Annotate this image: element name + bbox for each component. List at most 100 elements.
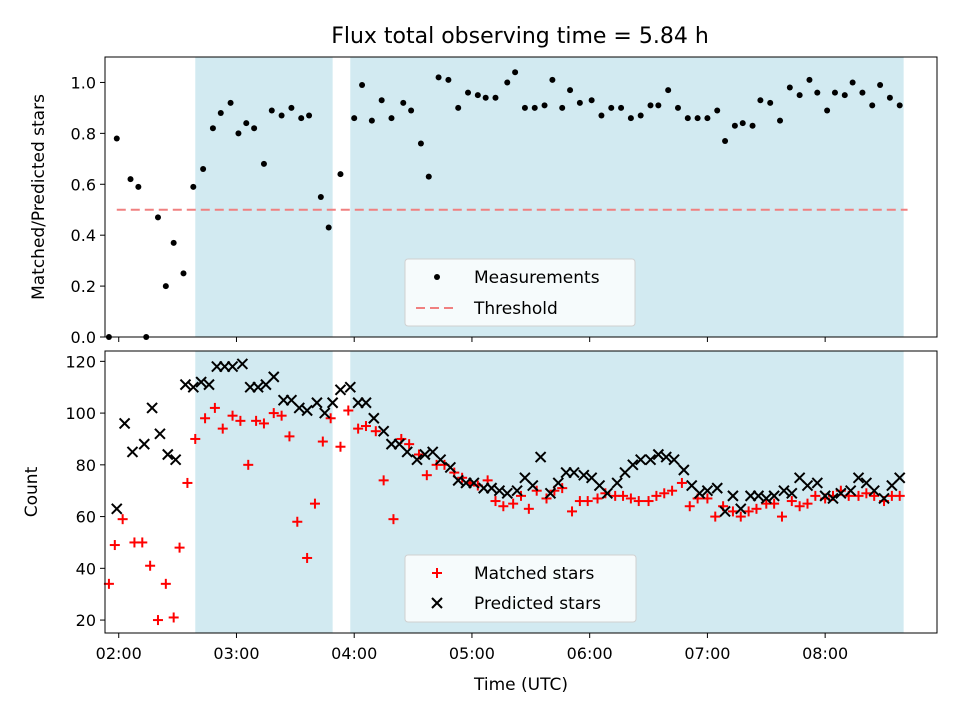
cross-stroke — [419, 448, 431, 461]
predicted-star-point — [452, 474, 464, 487]
predicted-star-point — [652, 448, 665, 461]
predicted-star-point — [444, 461, 457, 474]
predicted-star-point — [126, 446, 139, 458]
predicted-star-point — [468, 477, 480, 489]
observing-band — [195, 351, 333, 633]
cross-stroke — [552, 477, 564, 489]
cross-stroke — [501, 487, 513, 500]
cross-stroke — [154, 428, 166, 440]
predicted-star-point — [634, 453, 647, 466]
matched-star-point — [592, 493, 603, 504]
matched-star-point — [302, 552, 313, 563]
cross-stroke — [627, 459, 639, 471]
measurement-point — [627, 115, 634, 122]
cross-stroke — [585, 472, 598, 484]
predicted-star-point — [169, 453, 182, 466]
chart-title: Flux total observing time = 5.84 h — [331, 24, 709, 49]
matched-star-point — [160, 578, 171, 589]
cross-stroke — [686, 479, 698, 492]
predicted-star-point — [719, 505, 731, 518]
predicted-star-point — [368, 412, 380, 424]
bottom-panel: 20 40 60 80 100 120 02:00 03:00 04:00 05:00 06:00… — [22, 350, 938, 695]
cross-stroke — [534, 451, 547, 463]
cross-stroke — [835, 487, 847, 500]
predicted-star-point — [627, 459, 639, 471]
legend-matched-marker — [432, 568, 442, 578]
measurement-point — [113, 135, 120, 142]
predicted-star-point — [835, 487, 847, 500]
matched-star-point — [353, 423, 364, 434]
matched-star-point — [209, 402, 220, 413]
top-y-axis-label: Matched/Predicted stars — [29, 94, 49, 300]
measurement-point — [278, 112, 285, 119]
cross-stroke — [368, 412, 380, 424]
matched-star-point — [168, 612, 179, 623]
matched-star-point — [676, 477, 687, 488]
measurement-point — [559, 104, 566, 111]
matched-star-point — [508, 498, 519, 509]
cross-stroke — [894, 472, 906, 484]
bottom-legend-box — [404, 554, 637, 623]
measurement-point — [435, 74, 442, 81]
measurement-point — [474, 92, 481, 99]
predicted-star-point — [485, 482, 498, 494]
legend-plus-glyph — [432, 568, 442, 578]
measurement-point — [170, 239, 177, 246]
predicted-star-point — [319, 407, 331, 419]
matched-star-point — [751, 503, 762, 514]
matched-star-point — [217, 423, 228, 434]
measurement-point — [465, 89, 472, 96]
matched-star-point — [190, 433, 201, 444]
cross-stroke — [644, 453, 657, 466]
cross-stroke — [285, 394, 298, 406]
matched-star-point — [625, 493, 636, 504]
cross-stroke — [319, 407, 331, 419]
measurement-point — [896, 102, 903, 109]
measurement-point — [731, 122, 738, 129]
matched-star-point — [335, 441, 346, 452]
measurement-point — [722, 138, 729, 144]
measurement-point — [814, 89, 821, 96]
measurement-point — [425, 173, 432, 180]
measurement-point — [618, 104, 625, 111]
predicted-star-point — [827, 492, 839, 505]
predicted-star-point — [894, 472, 906, 484]
cross-stroke — [668, 453, 680, 466]
cross-stroke — [878, 492, 890, 505]
measurement-point — [217, 110, 224, 116]
y-tick-label: 0.6 — [71, 175, 96, 194]
measurement-point — [757, 97, 764, 104]
cross-stroke — [226, 360, 239, 373]
cross-stroke — [593, 479, 606, 492]
matched-star-point — [567, 506, 578, 517]
measurement-point — [576, 99, 583, 106]
cross-stroke — [334, 384, 347, 396]
predicted-star-point — [111, 503, 123, 515]
predicted-star-point — [811, 477, 824, 489]
cross-stroke — [360, 397, 372, 409]
measurement-point — [337, 171, 344, 178]
measurement-point — [180, 270, 187, 277]
measurement-point — [455, 104, 462, 111]
cross-stroke — [111, 503, 123, 515]
cross-stroke — [868, 484, 880, 497]
matched-star-point — [182, 477, 193, 488]
cross-stroke — [401, 446, 413, 458]
measurement-point — [637, 112, 644, 119]
y-tick-label: 80 — [76, 456, 96, 475]
matched-star-point — [710, 511, 721, 522]
bottom-legend: Matched stars Predicted stars — [404, 554, 637, 623]
y-tick-label: 0.4 — [71, 226, 96, 245]
measurement-point — [504, 79, 511, 86]
matched-star-point — [174, 542, 185, 553]
matched-star-point — [103, 578, 114, 589]
y-tick-label: 0.2 — [71, 277, 96, 296]
measurement-point — [235, 130, 242, 137]
predicted-star-point — [401, 446, 413, 458]
matched-star-point — [786, 496, 797, 507]
predicted-star-point — [377, 425, 390, 437]
bottom-panel-frame — [104, 350, 938, 634]
matched-star-point — [200, 413, 211, 424]
measurement-point — [368, 117, 375, 124]
